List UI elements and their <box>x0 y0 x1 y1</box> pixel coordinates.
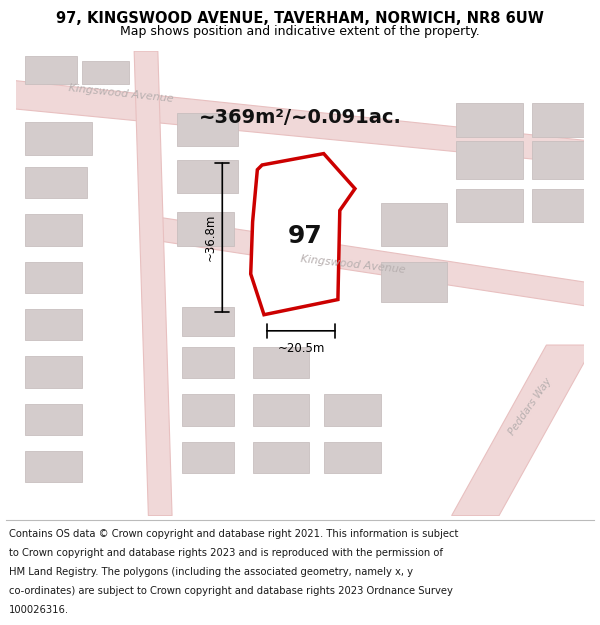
Polygon shape <box>253 394 310 426</box>
Polygon shape <box>177 160 238 193</box>
Text: co-ordinates) are subject to Crown copyright and database rights 2023 Ordnance S: co-ordinates) are subject to Crown copyr… <box>9 586 453 596</box>
Text: Kingswood Avenue: Kingswood Avenue <box>300 254 406 275</box>
Polygon shape <box>457 103 523 136</box>
Polygon shape <box>134 51 172 516</box>
Polygon shape <box>177 213 233 246</box>
Text: 97: 97 <box>287 224 322 248</box>
Polygon shape <box>380 203 447 246</box>
Polygon shape <box>323 394 380 426</box>
Polygon shape <box>25 451 82 482</box>
Polygon shape <box>25 122 92 156</box>
Polygon shape <box>532 141 584 179</box>
Polygon shape <box>182 394 233 426</box>
Polygon shape <box>82 61 130 84</box>
Polygon shape <box>457 189 523 222</box>
Polygon shape <box>25 262 82 293</box>
Text: Map shows position and indicative extent of the property.: Map shows position and indicative extent… <box>120 26 480 39</box>
Polygon shape <box>25 214 82 246</box>
Text: to Crown copyright and database rights 2023 and is reproduced with the permissio: to Crown copyright and database rights 2… <box>9 548 443 558</box>
Text: 97, KINGSWOOD AVENUE, TAVERHAM, NORWICH, NR8 6UW: 97, KINGSWOOD AVENUE, TAVERHAM, NORWICH,… <box>56 11 544 26</box>
Polygon shape <box>532 103 584 136</box>
Polygon shape <box>6 79 594 165</box>
Text: Kingswood Avenue: Kingswood Avenue <box>68 83 174 104</box>
Polygon shape <box>177 113 238 146</box>
Polygon shape <box>532 189 584 222</box>
Polygon shape <box>25 56 77 84</box>
Text: ~369m²/~0.091ac.: ~369m²/~0.091ac. <box>199 108 401 127</box>
Text: ~20.5m: ~20.5m <box>277 342 325 355</box>
Polygon shape <box>25 404 82 435</box>
Polygon shape <box>253 442 310 473</box>
Polygon shape <box>452 345 594 516</box>
Polygon shape <box>323 442 380 473</box>
Polygon shape <box>182 347 233 378</box>
Polygon shape <box>253 347 310 378</box>
Polygon shape <box>25 167 87 198</box>
Text: HM Land Registry. The polygons (including the associated geometry, namely x, y: HM Land Registry. The polygons (includin… <box>9 567 413 577</box>
Text: Peddars Way: Peddars Way <box>507 376 554 437</box>
Polygon shape <box>182 442 233 473</box>
Text: 100026316.: 100026316. <box>9 605 69 615</box>
Polygon shape <box>25 309 82 340</box>
Polygon shape <box>25 356 82 388</box>
Polygon shape <box>380 262 447 302</box>
Text: ~36.8m: ~36.8m <box>203 214 217 261</box>
Text: Contains OS data © Crown copyright and database right 2021. This information is : Contains OS data © Crown copyright and d… <box>9 529 458 539</box>
Polygon shape <box>158 217 594 307</box>
Polygon shape <box>457 141 523 179</box>
Polygon shape <box>182 307 233 336</box>
Polygon shape <box>251 154 355 315</box>
